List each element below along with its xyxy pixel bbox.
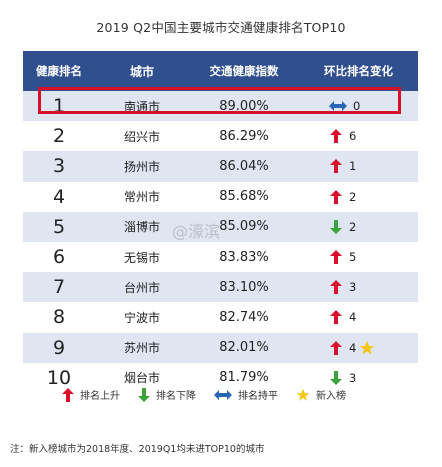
rank-cell: 1 (52, 95, 66, 118)
table-row: 3 扬州市 86.04% 1 (23, 151, 418, 182)
table-row: 8 宁波市 82.74% 4 (23, 302, 418, 333)
change-cell: 4 (299, 340, 418, 356)
index-cell: 82.74% (219, 309, 269, 325)
legend-new-label: 新入榜 (316, 391, 346, 402)
city-cell: 无锡市 (123, 250, 160, 265)
change-value: 3 (349, 280, 357, 295)
rank-cell: 5 (52, 215, 66, 238)
arrow-up-icon (330, 280, 342, 295)
city-cell: 扬州市 (123, 159, 160, 174)
arrow-up-icon (330, 250, 342, 265)
column-header-city: 城市 (129, 64, 154, 79)
change-value: 0 (353, 99, 361, 114)
table-row: 7 台州市 83.10% 3 (23, 272, 418, 303)
change-cell: 1 (299, 159, 418, 174)
change-cell: 4 (299, 310, 418, 325)
change-value: 4 (349, 310, 357, 325)
legend-down-label: 排名下降 (156, 391, 196, 402)
change-value: 3 (349, 370, 357, 385)
city-cell: 苏州市 (123, 341, 160, 356)
change-value: 4 (349, 340, 357, 355)
rank-cell: 7 (52, 276, 66, 299)
arrow-up-icon (330, 310, 342, 325)
legend-up: 排名上升 (62, 387, 120, 402)
change-cell: 2 (299, 219, 418, 234)
city-cell: 常州市 (123, 190, 160, 205)
change-value: 5 (349, 250, 357, 265)
arrow-down-icon (138, 387, 150, 402)
legend: 排名上升 排名下降 排名持平 新入榜 (62, 387, 382, 402)
arrow-up-icon (330, 159, 342, 174)
arrow-down-icon (330, 219, 342, 234)
arrow-left-right-icon (329, 101, 347, 112)
city-cell: 台州市 (123, 280, 160, 295)
column-header-rank: 健康排名 (36, 64, 82, 78)
index-cell: 83.10% (219, 279, 269, 295)
index-cell: 83.83% (219, 249, 269, 265)
star-icon (359, 340, 375, 355)
legend-flat-label: 排名持平 (238, 391, 278, 402)
page-title: 2019 Q2中国主要城市交通健康排名TOP10 (96, 20, 346, 35)
table-row: 10 烟台市 81.79% 3 (23, 362, 418, 393)
table-row: 6 无锡市 83.83% 5 (23, 241, 418, 273)
table-row: 5 淄博市 85.09% 2 (23, 211, 418, 242)
city-cell: 淄博市 (123, 220, 160, 235)
index-cell: 85.09% (219, 219, 269, 235)
index-cell: 81.79% (219, 370, 269, 386)
city-cell: 烟台市 (123, 371, 160, 386)
rank-cell: 2 (52, 125, 66, 148)
change-value: 2 (349, 189, 357, 204)
index-cell: 82.01% (219, 340, 269, 356)
index-cell: 86.29% (219, 128, 269, 144)
table-row: 2 绍兴市 86.29% 6 (23, 121, 418, 152)
change-cell: 2 (299, 189, 418, 204)
column-header-change: 环比排名变化 (324, 64, 393, 78)
index-cell: 85.68% (219, 189, 269, 205)
city-cell: 宁波市 (123, 310, 160, 325)
arrow-down-icon (330, 370, 342, 385)
rank-cell: 10 (46, 366, 72, 389)
change-cell: 3 (299, 370, 418, 385)
rank-cell: 4 (52, 185, 66, 208)
footnote: 注：新入榜城市为2018年度、2019Q1均未进TOP10的城市 (10, 444, 265, 455)
change-cell: 6 (299, 129, 418, 144)
ranking-table: 健康排名 城市 交通健康指数 环比排名变化 1 南通市 89.00% 0 2 绍兴市 86.… (23, 51, 418, 393)
table-row: 4 常州市 85.68% 2 (23, 181, 418, 212)
legend-flat: 排名持平 (214, 387, 278, 402)
city-cell: 绍兴市 (123, 129, 160, 144)
arrow-up-icon (330, 129, 342, 144)
change-value: 6 (349, 129, 357, 144)
change-cell: 3 (299, 280, 418, 295)
rank-cell: 6 (52, 246, 66, 269)
column-header-index: 交通健康指数 (209, 64, 279, 78)
legend-down: 排名下降 (138, 387, 196, 402)
legend-up-label: 排名上升 (80, 391, 120, 402)
rank-cell: 3 (52, 155, 66, 178)
index-cell: 86.04% (219, 158, 269, 174)
table-body: 1 南通市 89.00% 0 2 绍兴市 86.29% 6 3 扬州市 86.04% 1 4 常州市 85.… (23, 91, 418, 393)
rank-cell: 9 (52, 336, 66, 359)
legend-new: 新入榜 (296, 387, 346, 402)
city-cell: 南通市 (123, 99, 160, 114)
rank-cell: 8 (52, 306, 66, 329)
arrow-up-icon (330, 189, 342, 204)
change-value: 1 (349, 159, 357, 174)
table-row: 9 苏州市 82.01% 4 (23, 332, 418, 363)
index-cell: 89.00% (219, 98, 269, 114)
change-cell: 0 (299, 99, 418, 113)
star-icon (296, 388, 310, 401)
arrow-up-icon (330, 340, 342, 355)
arrow-up-icon (62, 387, 74, 402)
table-row: 1 南通市 89.00% 0 (23, 91, 418, 122)
change-cell: 5 (299, 250, 418, 265)
change-value: 2 (349, 219, 357, 234)
arrow-left-right-icon (214, 389, 232, 400)
table-header: 健康排名 城市 交通健康指数 环比排名变化 (23, 51, 418, 91)
